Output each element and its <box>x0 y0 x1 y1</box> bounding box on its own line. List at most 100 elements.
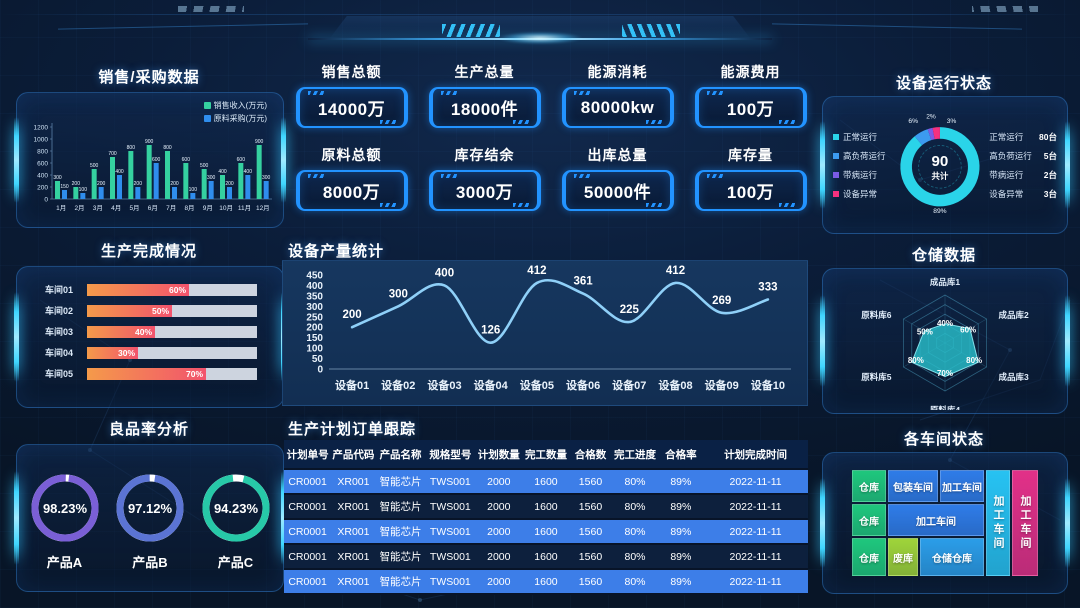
table-cell: 2022-11-11 <box>729 475 782 488</box>
svg-text:200: 200 <box>97 181 106 187</box>
progress-track: 30% <box>87 346 257 359</box>
svg-text:50: 50 <box>312 354 324 365</box>
svg-text:225: 225 <box>620 304 640 316</box>
workshop-cell[interactable]: 废库 <box>888 538 918 576</box>
workshop-cell[interactable]: 仓储仓库 <box>920 538 984 576</box>
progress-fill: 70% <box>87 367 206 380</box>
table-cell: 1600 <box>534 500 558 513</box>
progress-fill: 40% <box>87 325 155 338</box>
table-cell: 1560 <box>578 525 603 538</box>
workshop-cell[interactable]: 加工车间 <box>986 470 1010 576</box>
progress-fill: 60% <box>87 283 189 296</box>
svg-text:50%: 50% <box>917 327 933 336</box>
table-cell: 1560 <box>578 550 603 563</box>
svg-text:800: 800 <box>127 145 136 151</box>
table-cell: 智能芯片 <box>379 576 422 588</box>
svg-text:设备09: 设备09 <box>705 378 739 392</box>
kpi-card: 14000万 <box>295 87 408 128</box>
workshop-cell[interactable]: 仓库 <box>852 504 886 536</box>
svg-text:89%: 89% <box>934 208 947 215</box>
table-cell: 1600 <box>534 550 558 563</box>
kpi-card: 80000kw <box>561 87 674 128</box>
progress-fill: 30% <box>87 346 138 359</box>
svg-text:8月: 8月 <box>184 204 194 212</box>
svg-text:97.12%: 97.12% <box>128 501 173 516</box>
legend-item[interactable]: 原料采购(万元) <box>203 113 267 124</box>
progress-value: 70% <box>185 368 203 379</box>
status-legend-item[interactable]: 正常运行 <box>833 131 891 143</box>
svg-text:1200: 1200 <box>34 124 49 131</box>
table-cell: 2022-11-11 <box>729 525 782 538</box>
status-label: 带病运行 <box>989 169 1024 180</box>
legend-label: 高负荷运行 <box>843 150 886 161</box>
status-legend-item[interactable]: 高负荷运行 <box>833 150 891 162</box>
output-title: 设备产量统计 <box>288 243 385 260</box>
workshops-treemap: 仓库 仓库 仓库 包装车间 加工车间 加工车间 废库 仓储仓库 加工车间 加工车间 <box>852 470 1038 576</box>
column-header: 产品代码 <box>331 440 376 469</box>
svg-text:10月: 10月 <box>219 204 233 212</box>
yield-ring-item: 94.23% 产品C <box>198 470 274 571</box>
yield-panel: 98.23% 产品A 97.12% 产品B 94.23% 产品C <box>16 444 284 592</box>
svg-text:设备08: 设备08 <box>658 378 692 392</box>
workshop-cell[interactable]: 加工车间 <box>888 504 984 536</box>
column-header: 合格数 <box>569 440 612 469</box>
workshop-cell[interactable]: 包装车间 <box>888 470 938 502</box>
workshop-label: 车间03 <box>45 327 74 337</box>
svg-text:设备02: 设备02 <box>381 378 415 392</box>
svg-text:500: 500 <box>90 163 99 169</box>
progress-track: 60% <box>87 283 257 296</box>
banner-dashes-left <box>178 6 244 12</box>
status-count-row: 设备异常 3台 <box>989 188 1057 200</box>
svg-text:412: 412 <box>666 265 685 277</box>
svg-text:200: 200 <box>72 181 81 187</box>
table-cell: 智能芯片 <box>379 551 422 563</box>
svg-text:500: 500 <box>200 163 209 169</box>
table-cell: 80% <box>624 525 646 538</box>
svg-text:90: 90 <box>932 153 949 170</box>
output-chart-panel: 0 50 100 150 200 250 300 350 400 450 200 300 400 126 4… <box>282 260 808 406</box>
kpi-sales-total: 销售总额 14000万 <box>292 62 411 133</box>
status-count: 80台 <box>1039 131 1057 142</box>
column-header: 完工数量 <box>522 440 570 469</box>
workshop-cell[interactable]: 加工车间 <box>940 470 984 502</box>
output-line-chart: 0501001502002503003504004502003004001264… <box>306 265 791 392</box>
workshop-cell[interactable]: 加工车间 <box>1012 470 1038 576</box>
svg-text:400: 400 <box>37 172 48 179</box>
production-title: 生产完成情况 <box>100 243 197 260</box>
table-cell: XR001 <box>337 525 370 538</box>
kpi-energy-consumption: 能源消耗 80000kw <box>558 62 677 133</box>
table-header-row: 计划单号 产品代码 产品名称 规格型号 计划数量 完工数量 合格数 完工进度 合格率 计划完成时间 <box>284 440 808 469</box>
kpi-inventory-amount: 库存量 100万 <box>691 145 810 216</box>
svg-text:6%: 6% <box>909 118 919 125</box>
kpi-value: 100万 <box>726 183 775 202</box>
svg-text:原料库5: 原料库5 <box>861 372 892 382</box>
device-status-title: 设备运行状态 <box>895 75 992 92</box>
svg-text:3月: 3月 <box>93 204 103 212</box>
svg-text:400: 400 <box>306 281 323 292</box>
svg-text:0: 0 <box>44 196 48 203</box>
svg-text:98.23%: 98.23% <box>42 501 87 516</box>
status-legend-item[interactable]: 设备异常 <box>833 188 891 200</box>
workshop-cell[interactable]: 仓库 <box>852 470 886 502</box>
banner-circuit-left <box>58 23 308 44</box>
workshop-cell[interactable]: 仓库 <box>852 538 886 576</box>
legend-swatch <box>833 171 839 178</box>
kpi-production-total: 生产总量 18000件 <box>425 62 544 133</box>
svg-text:设备01: 设备01 <box>335 378 369 392</box>
status-label: 设备异常 <box>989 188 1024 199</box>
table-cell: 89% <box>670 475 692 488</box>
svg-text:2月: 2月 <box>74 204 84 212</box>
legend-item[interactable]: 销售收入(万元) <box>203 100 267 111</box>
column-header: 计划单号 <box>284 440 332 469</box>
kpi-card: 3000万 <box>428 170 541 211</box>
table-cell: 智能芯片 <box>379 501 422 513</box>
table-cell: XR001 <box>337 475 370 488</box>
table-cell: 1600 <box>534 525 558 538</box>
table-cell: 1560 <box>578 500 603 513</box>
legend-label: 设备异常 <box>843 188 878 199</box>
table-cell: CR0001 <box>288 550 327 563</box>
yield-ring-item: 97.12% 产品B <box>112 470 188 571</box>
svg-text:40%: 40% <box>937 319 953 328</box>
status-legend-item[interactable]: 带病运行 <box>833 169 891 181</box>
kpi-card: 8000万 <box>295 170 408 211</box>
